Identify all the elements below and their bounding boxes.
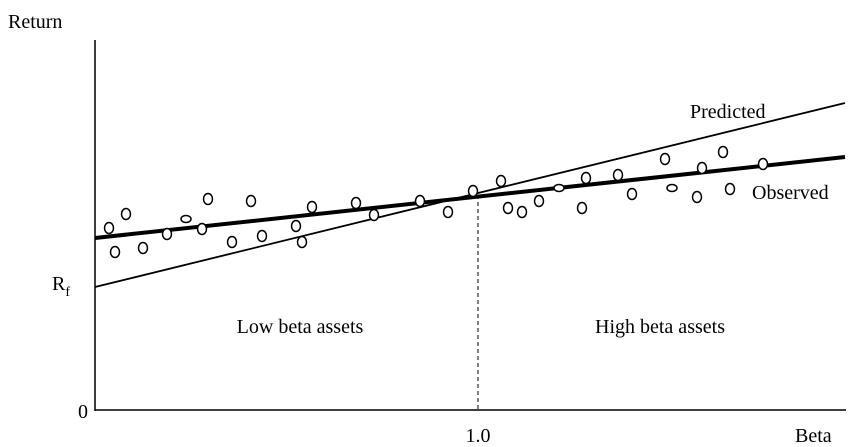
point [296, 235, 308, 249]
point [196, 222, 208, 236]
point [103, 221, 115, 235]
point [202, 192, 214, 206]
point [495, 174, 507, 188]
rf-sub: f [65, 285, 70, 300]
point [576, 201, 588, 215]
point [137, 241, 149, 255]
point [161, 227, 173, 241]
point [290, 219, 302, 233]
point [414, 194, 426, 208]
point [553, 183, 565, 193]
point [533, 194, 545, 208]
high-region-label: High beta assets [595, 316, 725, 338]
low-region-label: Low beta assets [237, 316, 364, 338]
beta-one-label: 1.0 [466, 425, 491, 447]
point [724, 182, 736, 196]
point [717, 145, 729, 159]
point [666, 183, 678, 193]
point [368, 208, 380, 222]
origin-label: 0 [78, 401, 88, 423]
point [256, 229, 268, 243]
x-axis-label: Beta [795, 425, 832, 447]
points [103, 145, 769, 259]
point [757, 157, 769, 171]
rf-main: R [52, 273, 66, 295]
rf-label: Rf [52, 273, 70, 300]
point [442, 205, 454, 219]
predicted-label: Predicted [690, 101, 766, 123]
point [350, 196, 362, 210]
point [502, 201, 514, 215]
y-axis-label: Return [8, 11, 62, 33]
point [109, 245, 121, 259]
point [612, 168, 624, 182]
point [659, 152, 671, 166]
point [226, 235, 238, 249]
point [120, 207, 132, 221]
point [696, 161, 708, 175]
point [180, 214, 192, 224]
point [626, 187, 638, 201]
point [467, 184, 479, 198]
point [245, 194, 257, 208]
point [691, 190, 703, 204]
point [306, 200, 318, 214]
observed-line [94, 155, 846, 240]
observed-label: Observed [752, 182, 829, 204]
point [516, 205, 528, 219]
point [580, 171, 592, 185]
